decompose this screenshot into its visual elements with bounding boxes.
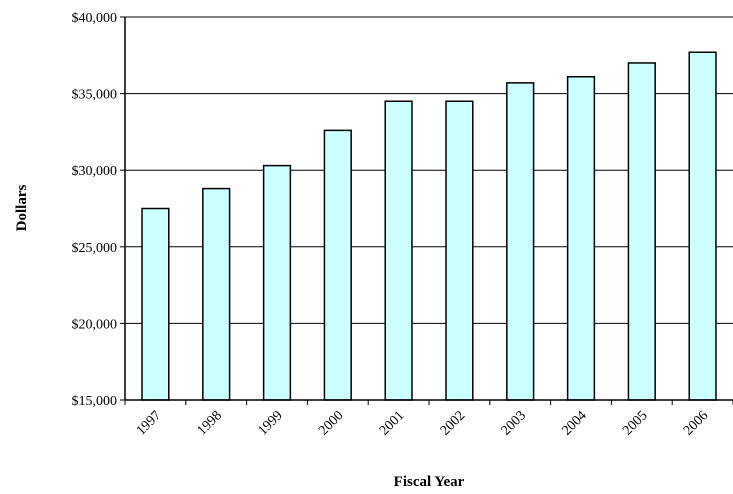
bar-1998: [202, 187, 231, 401]
x-axis-title: Fiscal Year: [394, 474, 465, 490]
x-tick-label-1998: 1998: [195, 408, 225, 438]
bars: [141, 51, 717, 401]
bar-2002: [445, 100, 474, 401]
x-tick-label-2002: 2002: [438, 408, 468, 438]
x-tick-label-2006: 2006: [681, 408, 711, 438]
y-tick-label: $40,000: [72, 11, 118, 26]
y-tick-label: $15,000: [72, 394, 118, 409]
bar-2000: [323, 129, 352, 401]
x-tick-label-2000: 2000: [316, 408, 346, 438]
y-tick-label: $35,000: [72, 88, 118, 103]
bar-2001: [384, 100, 413, 401]
bar-1997: [141, 207, 170, 401]
y-axis-title: Dollars: [14, 185, 30, 232]
x-tick-label-2004: 2004: [559, 408, 589, 438]
y-tick-label: $20,000: [72, 317, 118, 332]
bar-1999: [262, 164, 292, 401]
bar-2003: [506, 82, 535, 401]
x-tick-label-2003: 2003: [499, 408, 529, 438]
x-tick-label-2001: 2001: [377, 408, 407, 438]
x-ticks: 1997 1998 1999 2000 2001 2002 2003 2004 2005 2006: [124, 400, 733, 439]
y-ticks: $15,000 $20,000 $25,000 $30,000 $35,000 $40,0…: [72, 11, 125, 409]
bar-2005: [627, 62, 656, 401]
bar-2006: [688, 51, 717, 401]
x-tick-label-1997: 1997: [134, 408, 164, 438]
bar-2004: [566, 75, 596, 401]
x-tick-label-2005: 2005: [620, 408, 650, 438]
y-tick-label: $30,000: [72, 164, 118, 179]
y-tick-label: $25,000: [72, 241, 118, 256]
x-tick-label-1999: 1999: [255, 408, 285, 438]
